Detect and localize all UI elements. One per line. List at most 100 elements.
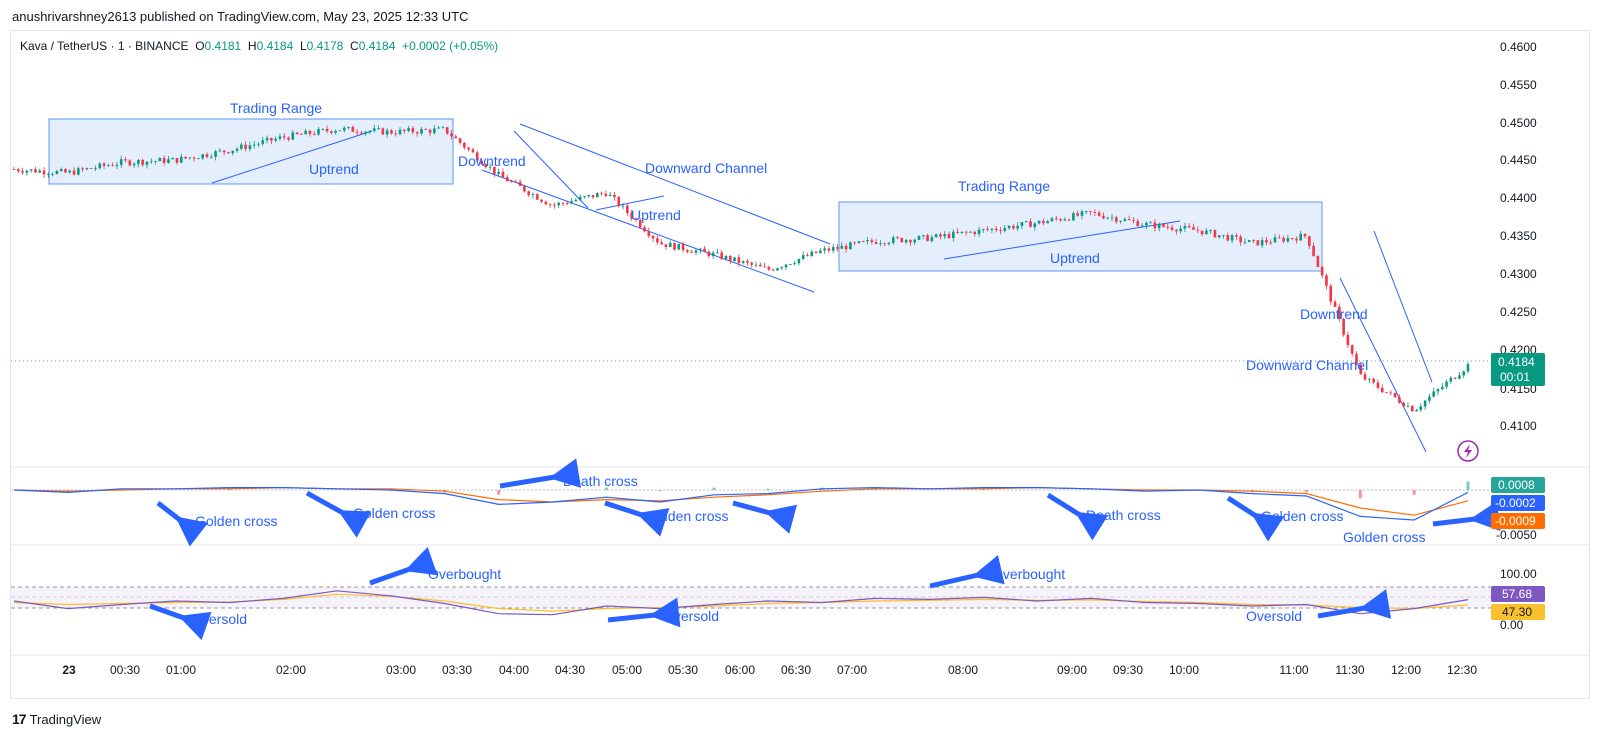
trading-range-box-1[interactable] bbox=[48, 118, 454, 185]
macd-note-4: Golden cross bbox=[646, 508, 728, 524]
candle-body bbox=[304, 130, 307, 135]
candle-body bbox=[926, 235, 929, 242]
time-tick: 10:00 bbox=[1169, 663, 1199, 677]
brand-name: TradingView bbox=[29, 711, 102, 727]
lightning-icon[interactable] bbox=[1457, 440, 1479, 462]
candle-body bbox=[1063, 219, 1067, 221]
time-tick: 09:30 bbox=[1113, 663, 1143, 677]
candle-body bbox=[1312, 245, 1315, 257]
candle-body bbox=[900, 238, 904, 243]
tradingview-logo[interactable]: 17 TradingView bbox=[12, 711, 101, 727]
candle-body bbox=[1290, 238, 1294, 239]
candle-body bbox=[377, 128, 380, 130]
label-uptrend-1: Uptrend bbox=[309, 161, 359, 177]
candle-body bbox=[124, 159, 127, 161]
candle-body bbox=[921, 235, 925, 237]
candle-body bbox=[741, 261, 745, 263]
candle-body bbox=[12, 169, 16, 170]
candle-body bbox=[797, 258, 801, 264]
channel-lower-line-1[interactable] bbox=[481, 169, 815, 293]
symbol-title[interactable]: Kava / TetherUS · 1 · BINANCE bbox=[20, 39, 189, 53]
macd-histogram-bar bbox=[497, 490, 501, 495]
candle-body bbox=[870, 240, 874, 242]
candle-body bbox=[480, 160, 483, 165]
channel-upper-line-2[interactable] bbox=[1373, 230, 1433, 383]
time-tick: 01:00 bbox=[166, 663, 196, 677]
channel-upper-line-1[interactable] bbox=[519, 123, 831, 245]
candle-body bbox=[960, 231, 964, 233]
downtrend-line-1[interactable] bbox=[513, 130, 589, 209]
candle-body bbox=[1097, 212, 1101, 216]
candle-body bbox=[1080, 211, 1084, 216]
candle-body bbox=[175, 157, 179, 163]
candle-body bbox=[424, 129, 428, 130]
candle-body bbox=[896, 237, 899, 239]
candle-body bbox=[1175, 229, 1178, 232]
candle-body bbox=[643, 227, 646, 232]
candle-body bbox=[1393, 392, 1397, 398]
candle-body bbox=[51, 173, 54, 175]
candle-body bbox=[810, 251, 814, 256]
macd-note-5: Death cross bbox=[1086, 507, 1161, 523]
candle-body bbox=[347, 126, 350, 128]
candle-body bbox=[583, 196, 586, 198]
candle-body bbox=[596, 193, 599, 198]
rsi-axis[interactable]: 100.00 57.68 47.30 0.00 bbox=[1491, 567, 1545, 632]
candle-body bbox=[1127, 219, 1131, 221]
candle-body bbox=[913, 239, 917, 243]
candle-body bbox=[1355, 353, 1358, 365]
candle-body bbox=[891, 237, 895, 243]
candle-body bbox=[621, 205, 625, 207]
candle-body bbox=[982, 229, 985, 230]
candle-body bbox=[861, 241, 865, 243]
candle-body bbox=[1406, 405, 1410, 407]
macd-histogram-bar bbox=[1466, 481, 1470, 490]
macd-note-6: Golden cross bbox=[1261, 508, 1343, 524]
tradingview-logo-icon: 17 bbox=[12, 711, 27, 727]
candle-body bbox=[1235, 235, 1238, 237]
rsi-line[interactable] bbox=[13, 590, 1469, 616]
candle-body bbox=[1389, 392, 1393, 394]
macd-line[interactable] bbox=[13, 486, 1469, 521]
label-downward-channel-2: Downward Channel bbox=[1246, 357, 1368, 373]
candle-body bbox=[64, 169, 67, 173]
candle-body bbox=[29, 169, 33, 171]
uptrend-line-1[interactable] bbox=[211, 130, 373, 184]
candle-body bbox=[1183, 225, 1187, 229]
candle-body bbox=[1162, 223, 1165, 227]
candle-body bbox=[947, 234, 951, 239]
time-tick: 23 bbox=[62, 663, 76, 677]
candle-body bbox=[364, 131, 368, 134]
candle-body bbox=[990, 228, 994, 230]
candle-body bbox=[874, 241, 878, 244]
uptrend-line-3[interactable] bbox=[943, 220, 1181, 260]
candle-body bbox=[25, 170, 29, 173]
candle-body bbox=[1380, 387, 1384, 393]
candle-body bbox=[1363, 374, 1367, 380]
uptrend-line-2[interactable] bbox=[595, 195, 665, 211]
candle-body bbox=[1157, 223, 1161, 229]
time-axis[interactable]: 23 00:30 01:00 02:00 03:00 03:30 04:00 0… bbox=[62, 663, 1477, 677]
downtrend-line-2[interactable] bbox=[1339, 277, 1427, 453]
candle-body bbox=[857, 241, 861, 243]
candle-body bbox=[98, 163, 102, 169]
candle-body bbox=[793, 263, 796, 265]
candle-body bbox=[883, 243, 886, 245]
candle-body bbox=[1170, 227, 1174, 230]
candle-body bbox=[1308, 236, 1311, 246]
macd-axis[interactable]: 0.0008 -0.0002 -0.0009 -0.0050 bbox=[1491, 477, 1545, 542]
time-tick: 11:00 bbox=[1279, 663, 1308, 677]
candle-body bbox=[986, 229, 989, 230]
macd-histogram-bar bbox=[389, 490, 393, 492]
candle-body bbox=[77, 168, 80, 175]
macd-histogram-bar bbox=[712, 487, 716, 490]
candle-body bbox=[162, 158, 166, 163]
candle-body bbox=[939, 234, 942, 237]
candle-body bbox=[1205, 230, 1208, 235]
candle-body bbox=[34, 169, 37, 173]
time-tick: 09:00 bbox=[1057, 663, 1087, 677]
candle-body bbox=[638, 219, 642, 228]
candle-body bbox=[1385, 392, 1388, 393]
candle-body bbox=[587, 195, 591, 197]
